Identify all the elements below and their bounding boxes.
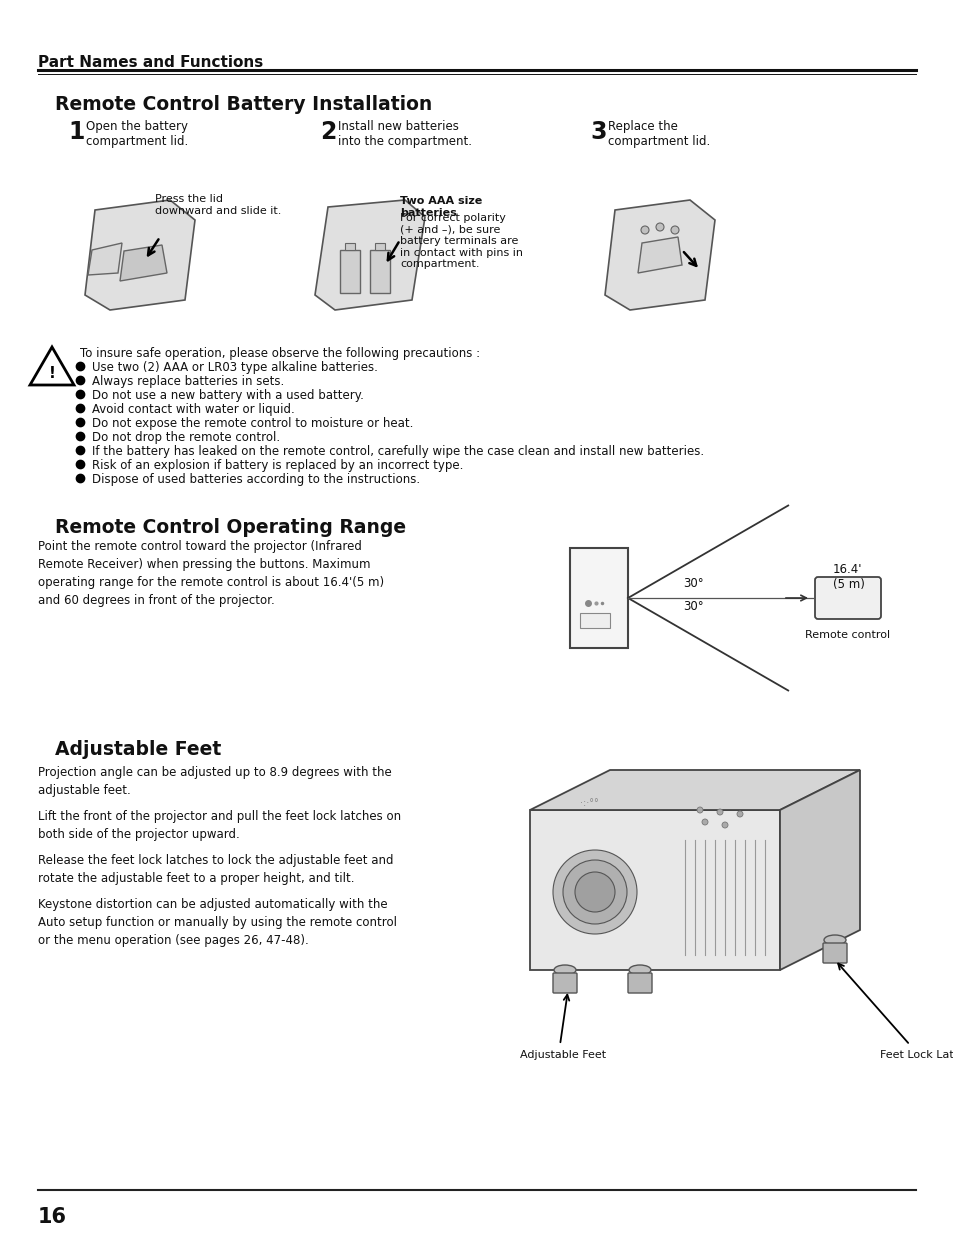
Text: 3: 3 bbox=[589, 120, 606, 144]
Text: 2: 2 bbox=[319, 120, 336, 144]
Polygon shape bbox=[30, 347, 74, 385]
Text: Risk of an explosion if battery is replaced by an incorrect type.: Risk of an explosion if battery is repla… bbox=[91, 459, 463, 472]
Circle shape bbox=[721, 823, 727, 827]
FancyBboxPatch shape bbox=[814, 577, 880, 619]
Ellipse shape bbox=[628, 965, 650, 974]
Polygon shape bbox=[638, 237, 681, 273]
FancyBboxPatch shape bbox=[822, 944, 846, 963]
Polygon shape bbox=[530, 810, 780, 969]
Circle shape bbox=[717, 809, 722, 815]
Circle shape bbox=[562, 860, 626, 924]
Text: Do not expose the remote control to moisture or heat.: Do not expose the remote control to mois… bbox=[91, 417, 413, 430]
Text: Avoid contact with water or liquid.: Avoid contact with water or liquid. bbox=[91, 403, 294, 416]
Ellipse shape bbox=[554, 965, 576, 974]
Text: ·:·°°: ·:·°° bbox=[579, 798, 598, 808]
Circle shape bbox=[701, 819, 707, 825]
Text: Adjustable Feet: Adjustable Feet bbox=[519, 1050, 605, 1060]
Text: !: ! bbox=[49, 366, 55, 380]
FancyBboxPatch shape bbox=[553, 973, 577, 993]
Text: 16.4'
(5 m): 16.4' (5 m) bbox=[832, 563, 864, 592]
Text: Do not use a new battery with a used battery.: Do not use a new battery with a used bat… bbox=[91, 389, 363, 403]
Circle shape bbox=[640, 226, 648, 233]
Ellipse shape bbox=[823, 935, 845, 945]
Polygon shape bbox=[85, 200, 194, 310]
Text: Lift the front of the projector and pull the feet lock latches on
both side of t: Lift the front of the projector and pull… bbox=[38, 810, 400, 841]
Text: Two AAA size
batteries: Two AAA size batteries bbox=[399, 196, 482, 217]
Polygon shape bbox=[780, 769, 859, 969]
Circle shape bbox=[553, 850, 637, 934]
Text: Press the lid
downward and slide it.: Press the lid downward and slide it. bbox=[154, 194, 281, 216]
Text: Install new batteries
into the compartment.: Install new batteries into the compartme… bbox=[337, 120, 472, 148]
Polygon shape bbox=[345, 243, 355, 249]
Text: Projection angle can be adjusted up to 8.9 degrees with the
adjustable feet.: Projection angle can be adjusted up to 8… bbox=[38, 766, 392, 797]
Text: Do not drop the remote control.: Do not drop the remote control. bbox=[91, 431, 280, 445]
Text: Replace the
compartment lid.: Replace the compartment lid. bbox=[607, 120, 709, 148]
Text: If the battery has leaked on the remote control, carefully wipe the case clean a: If the battery has leaked on the remote … bbox=[91, 445, 703, 458]
Circle shape bbox=[737, 811, 742, 818]
Text: Remote Control Operating Range: Remote Control Operating Range bbox=[55, 517, 406, 537]
FancyBboxPatch shape bbox=[627, 973, 651, 993]
Text: Remote control: Remote control bbox=[804, 630, 890, 640]
Polygon shape bbox=[314, 200, 424, 310]
Circle shape bbox=[575, 872, 615, 911]
Polygon shape bbox=[120, 245, 167, 282]
Polygon shape bbox=[370, 249, 390, 293]
Text: 30°: 30° bbox=[682, 600, 703, 613]
Polygon shape bbox=[375, 243, 385, 249]
Circle shape bbox=[697, 806, 702, 813]
Text: Use two (2) AAA or LR03 type alkaline batteries.: Use two (2) AAA or LR03 type alkaline ba… bbox=[91, 361, 377, 374]
Text: Adjustable Feet: Adjustable Feet bbox=[55, 740, 221, 760]
Text: Keystone distortion can be adjusted automatically with the
Auto setup function o: Keystone distortion can be adjusted auto… bbox=[38, 898, 396, 947]
Text: To insure safe operation, please observe the following precautions :: To insure safe operation, please observe… bbox=[80, 347, 479, 359]
Text: 16: 16 bbox=[38, 1207, 67, 1228]
Bar bbox=[569, 548, 627, 648]
Bar bbox=[579, 613, 609, 629]
Text: Release the feet lock latches to lock the adjustable feet and
rotate the adjusta: Release the feet lock latches to lock th… bbox=[38, 853, 393, 885]
Polygon shape bbox=[339, 249, 359, 293]
Polygon shape bbox=[604, 200, 714, 310]
Text: Open the battery
compartment lid.: Open the battery compartment lid. bbox=[86, 120, 188, 148]
Circle shape bbox=[656, 224, 663, 231]
Text: 30°: 30° bbox=[682, 577, 703, 590]
Text: Point the remote control toward the projector (Infrared
Remote Receiver) when pr: Point the remote control toward the proj… bbox=[38, 540, 384, 606]
Text: Dispose of used batteries according to the instructions.: Dispose of used batteries according to t… bbox=[91, 473, 419, 487]
Circle shape bbox=[670, 226, 679, 233]
Text: Part Names and Functions: Part Names and Functions bbox=[38, 56, 263, 70]
Polygon shape bbox=[530, 769, 859, 810]
Text: Always replace batteries in sets.: Always replace batteries in sets. bbox=[91, 375, 284, 388]
Text: For correct polarity
(+ and –), be sure
battery terminals are
in contact with pi: For correct polarity (+ and –), be sure … bbox=[399, 212, 522, 269]
Polygon shape bbox=[88, 243, 122, 275]
Text: Remote Control Battery Installation: Remote Control Battery Installation bbox=[55, 95, 432, 114]
Text: 1: 1 bbox=[68, 120, 84, 144]
Text: Feet Lock Latches: Feet Lock Latches bbox=[879, 1050, 953, 1060]
